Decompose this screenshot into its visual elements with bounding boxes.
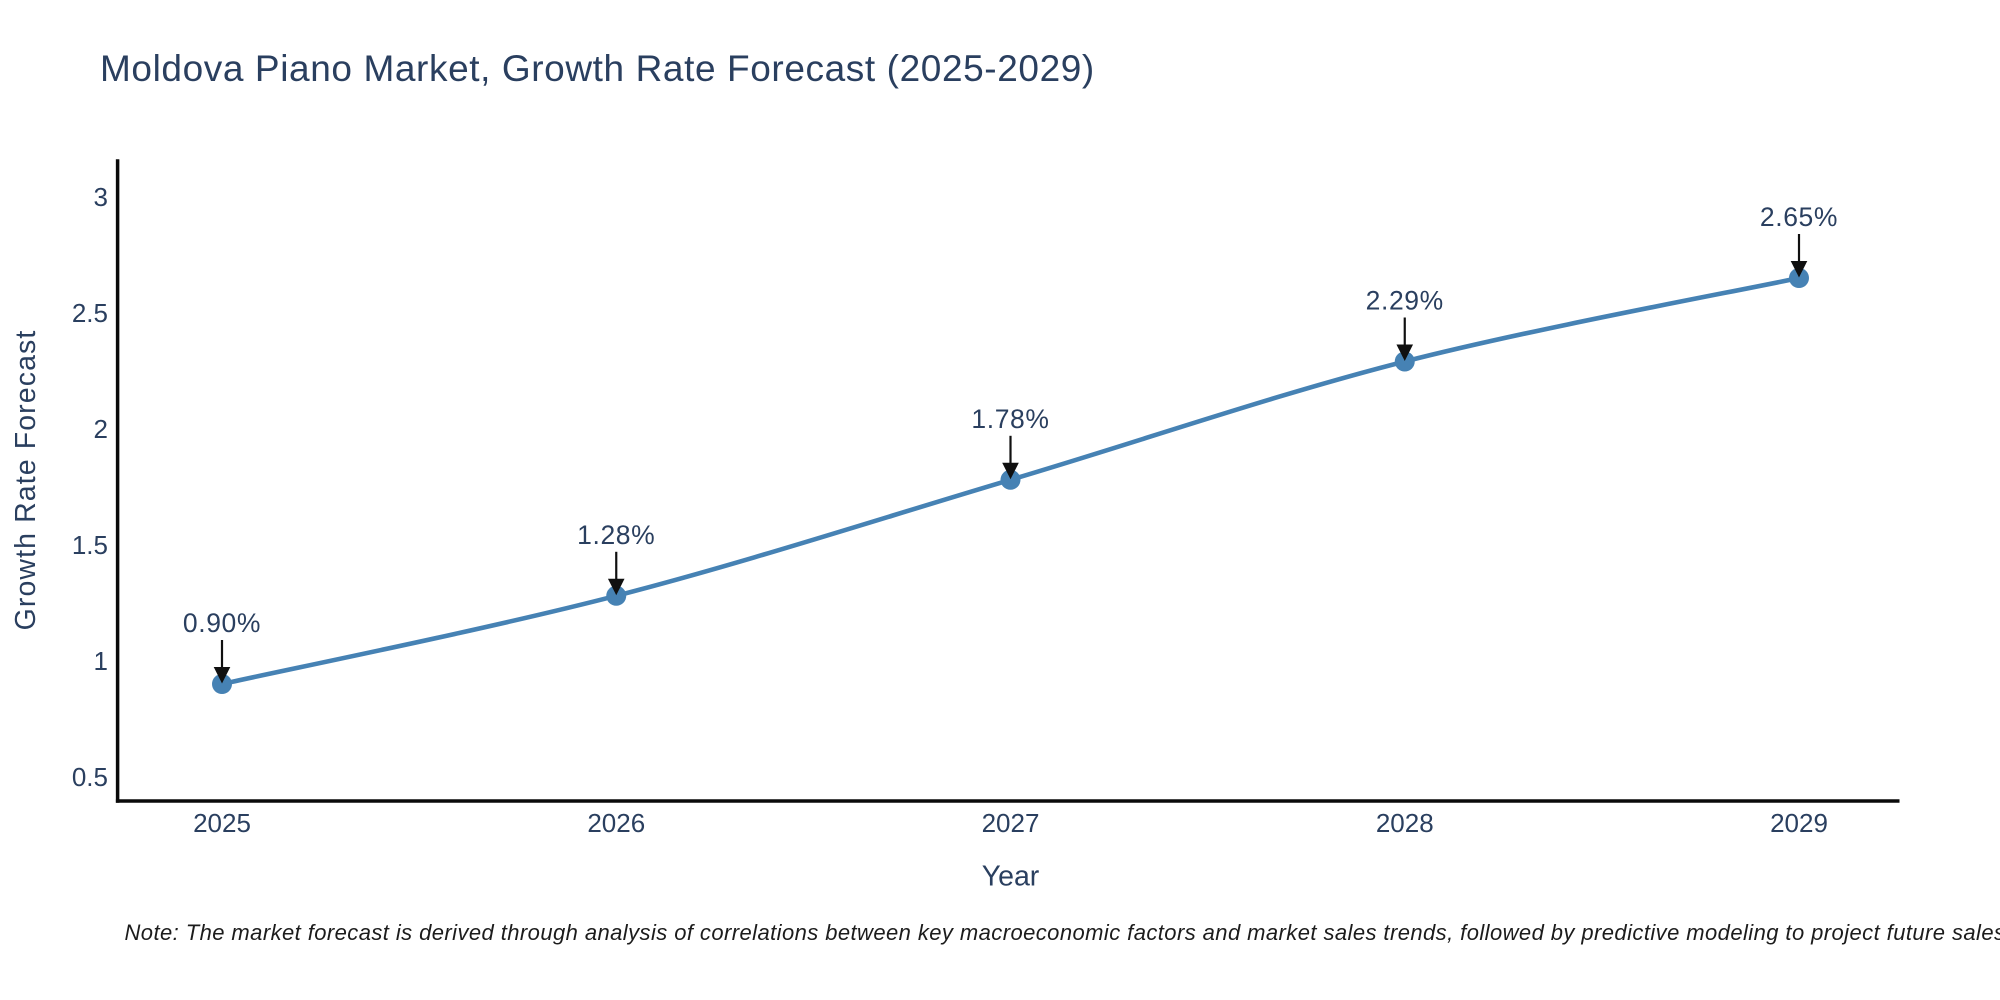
svg-text:2026: 2026	[587, 808, 645, 838]
svg-text:2028: 2028	[1376, 808, 1434, 838]
svg-text:1.5: 1.5	[72, 530, 108, 560]
svg-text:Growth Rate Forecast: Growth Rate Forecast	[10, 330, 42, 631]
svg-text:0.90%: 0.90%	[183, 608, 261, 638]
svg-text:0.5: 0.5	[72, 762, 108, 792]
svg-text:2029: 2029	[1770, 808, 1828, 838]
svg-text:2.5: 2.5	[72, 298, 108, 328]
svg-text:2.65%: 2.65%	[1760, 202, 1838, 232]
svg-text:Moldova Piano Market, Growth R: Moldova Piano Market, Growth Rate Foreca…	[100, 48, 1095, 89]
svg-text:Year: Year	[982, 861, 1040, 893]
svg-text:2: 2	[94, 414, 108, 444]
svg-text:2025: 2025	[193, 808, 251, 838]
svg-text:Note: The market forecast is d: Note: The market forecast is derived thr…	[125, 920, 2000, 945]
svg-text:1.78%: 1.78%	[971, 404, 1049, 434]
svg-text:1.28%: 1.28%	[577, 520, 655, 550]
svg-text:2.29%: 2.29%	[1366, 286, 1444, 316]
svg-text:3: 3	[94, 182, 108, 212]
svg-text:2027: 2027	[982, 808, 1040, 838]
svg-text:1: 1	[94, 646, 108, 676]
